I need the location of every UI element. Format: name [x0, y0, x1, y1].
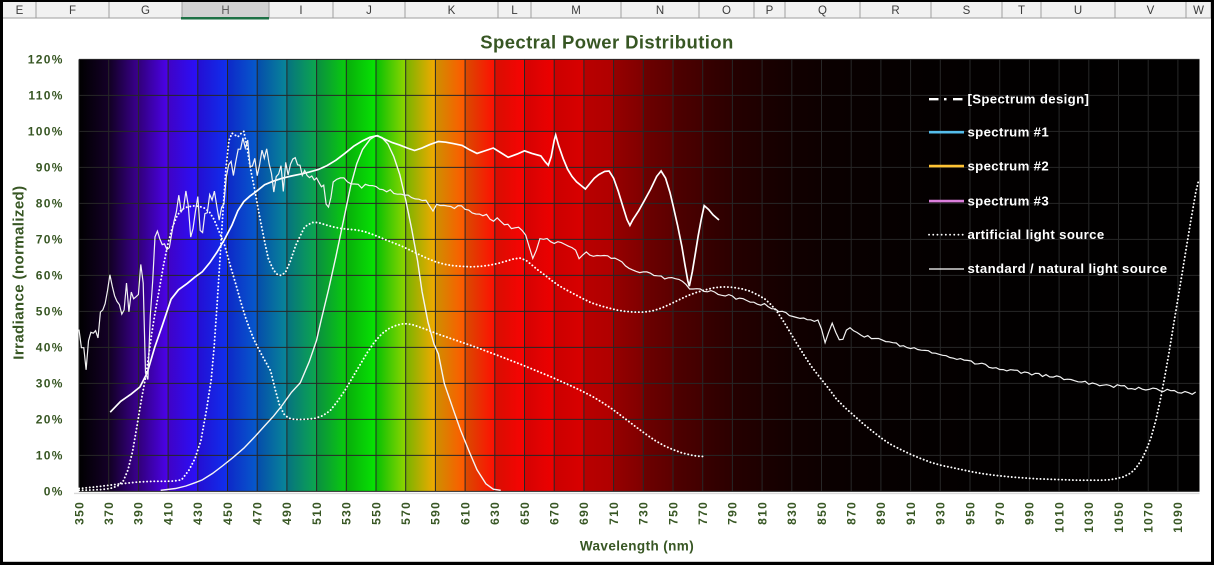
svg-text:W: W [1193, 5, 1204, 17]
svg-text:G: G [141, 5, 150, 17]
svg-text:P: P [766, 5, 774, 17]
svg-text:630: 630 [488, 501, 502, 525]
svg-text:570: 570 [399, 501, 413, 525]
svg-text:550: 550 [369, 501, 383, 525]
svg-text:470: 470 [251, 501, 265, 525]
svg-text:1010: 1010 [1052, 501, 1066, 533]
svg-text:810: 810 [755, 501, 769, 525]
svg-text:590: 590 [429, 501, 443, 525]
svg-text:930: 930 [934, 501, 948, 525]
svg-text:650: 650 [518, 501, 532, 525]
svg-text:K: K [448, 5, 456, 17]
svg-text:80%: 80% [36, 197, 64, 211]
svg-text:50%: 50% [36, 305, 64, 319]
svg-text:I: I [299, 5, 302, 17]
svg-text:970: 970 [993, 501, 1007, 525]
svg-text:V: V [1147, 5, 1155, 17]
svg-text:350: 350 [72, 501, 86, 525]
svg-text:430: 430 [191, 501, 205, 525]
svg-text:410: 410 [161, 501, 175, 525]
svg-text:E: E [16, 5, 24, 17]
svg-text:770: 770 [696, 501, 710, 525]
svg-text:Wavelength (nm): Wavelength (nm) [580, 539, 694, 554]
svg-text:1070: 1070 [1142, 501, 1156, 533]
svg-text:F: F [69, 5, 76, 17]
svg-text:990: 990 [1023, 501, 1037, 525]
svg-text:830: 830 [785, 501, 799, 525]
svg-text:O: O [722, 5, 731, 17]
svg-text:Spectral Power Distribution: Spectral Power Distribution [480, 32, 733, 53]
svg-text:N: N [656, 5, 664, 17]
svg-text:790: 790 [726, 501, 740, 525]
svg-text:120%: 120% [28, 53, 64, 67]
svg-text:530: 530 [340, 501, 354, 525]
svg-text:730: 730 [637, 501, 651, 525]
svg-text:artificial light source: artificial light source [968, 227, 1105, 242]
svg-text:10%: 10% [36, 449, 64, 463]
svg-text:standard / natural light sourc: standard / natural light source [968, 261, 1168, 276]
svg-text:370: 370 [102, 501, 116, 525]
svg-text:1030: 1030 [1082, 501, 1096, 533]
svg-text:710: 710 [607, 501, 621, 525]
svg-text:750: 750 [666, 501, 680, 525]
svg-text:H: H [221, 5, 229, 17]
svg-text:spectrum #2: spectrum #2 [968, 158, 1050, 173]
svg-text:510: 510 [310, 501, 324, 525]
svg-text:S: S [963, 5, 971, 17]
svg-text:Q: Q [818, 5, 827, 17]
svg-text:610: 610 [458, 501, 472, 525]
svg-text:L: L [511, 5, 518, 17]
svg-text:R: R [891, 5, 899, 17]
svg-text:spectrum #3: spectrum #3 [968, 193, 1050, 208]
svg-text:890: 890 [874, 501, 888, 525]
svg-text:20%: 20% [36, 413, 64, 427]
svg-text:90%: 90% [36, 161, 64, 175]
svg-text:U: U [1074, 5, 1082, 17]
svg-text:spectrum #1: spectrum #1 [968, 124, 1050, 139]
svg-text:0%: 0% [44, 485, 64, 499]
svg-text:1090: 1090 [1171, 501, 1185, 533]
svg-text:30%: 30% [36, 377, 64, 391]
svg-text:60%: 60% [36, 269, 64, 283]
svg-text:910: 910 [904, 501, 918, 525]
svg-text:390: 390 [132, 501, 146, 525]
svg-text:950: 950 [963, 501, 977, 525]
svg-text:T: T [1018, 5, 1025, 17]
svg-text:1050: 1050 [1112, 501, 1126, 533]
svg-text:690: 690 [577, 501, 591, 525]
svg-text:J: J [366, 5, 372, 17]
svg-text:40%: 40% [36, 341, 64, 355]
svg-text:M: M [571, 5, 581, 17]
svg-text:870: 870 [845, 501, 859, 525]
svg-text:670: 670 [548, 501, 562, 525]
svg-text:850: 850 [815, 501, 829, 525]
svg-text:110%: 110% [28, 89, 63, 103]
svg-text:Irradiance (normalized): Irradiance (normalized) [11, 185, 28, 359]
svg-text:450: 450 [221, 501, 235, 525]
svg-text:490: 490 [280, 501, 294, 525]
svg-text:70%: 70% [36, 233, 64, 247]
svg-text:100%: 100% [28, 125, 64, 139]
svg-text:[Spectrum design]: [Spectrum design] [968, 91, 1090, 106]
